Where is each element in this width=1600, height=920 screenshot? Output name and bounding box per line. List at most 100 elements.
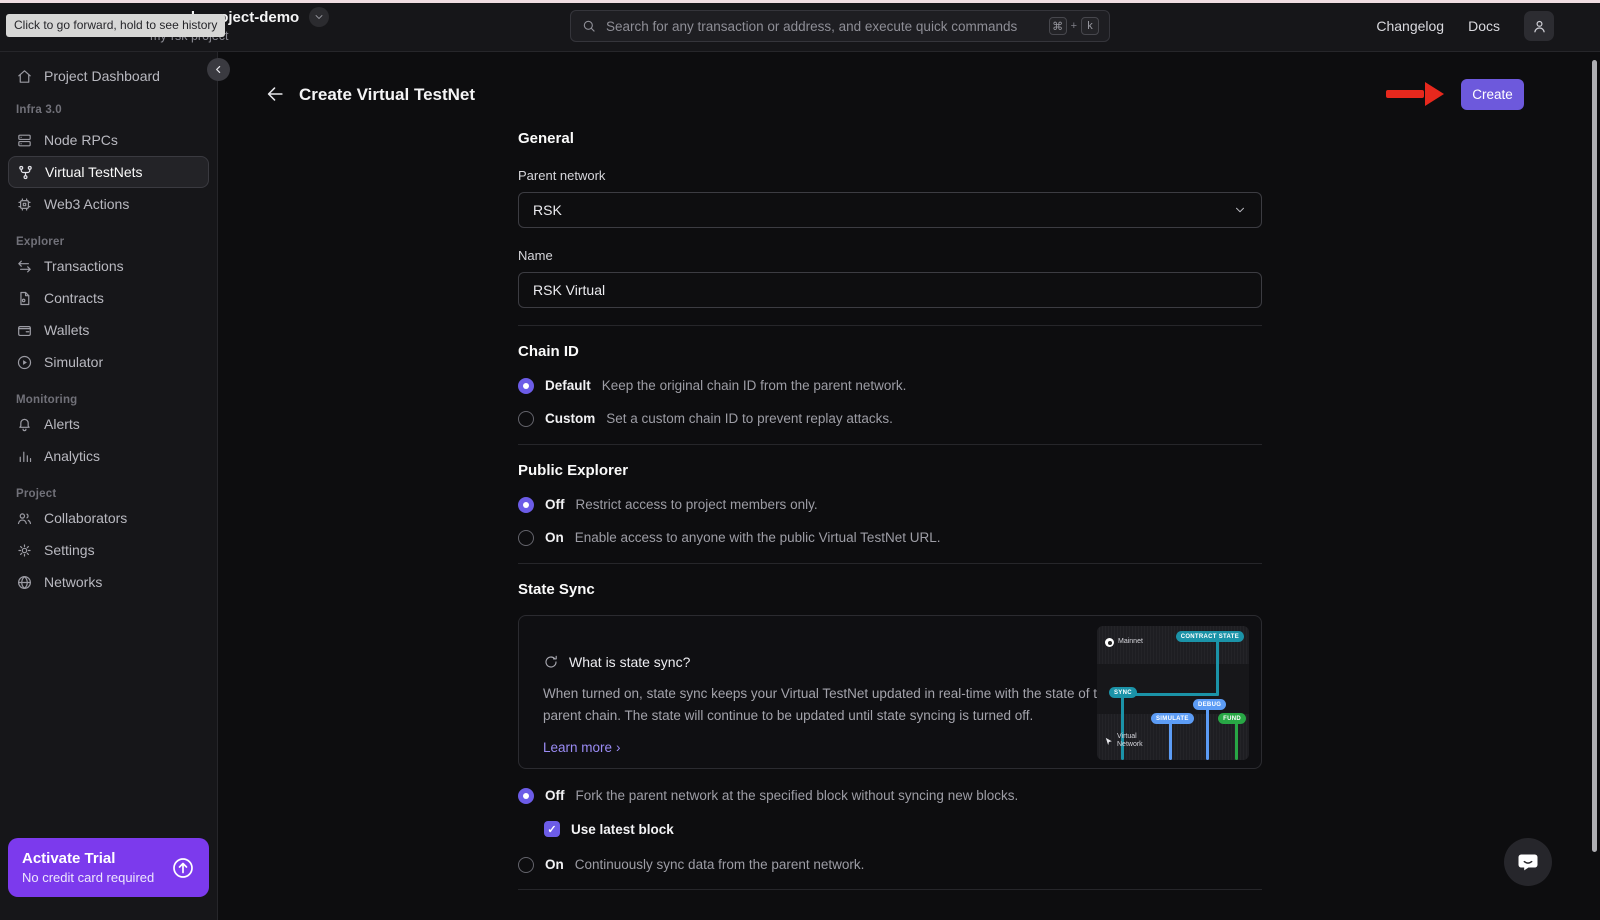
plus-sign: + bbox=[1070, 20, 1077, 32]
radio-sync-on[interactable] bbox=[518, 856, 534, 873]
people-icon bbox=[16, 510, 33, 527]
option-label: On bbox=[545, 530, 564, 545]
sidebar-item-label: Wallets bbox=[44, 322, 90, 338]
debug-badge: DEBUG bbox=[1193, 699, 1227, 710]
chat-bubble-icon bbox=[1516, 850, 1540, 874]
parent-network-select[interactable]: RSK bbox=[518, 192, 1262, 228]
state-sync-info-body: When turned on, state sync keeps your Vi… bbox=[543, 686, 1113, 723]
sidebar-item-label: Transactions bbox=[44, 258, 124, 274]
trial-subtitle: No credit card required bbox=[22, 870, 155, 885]
sidebar-item-node-rpcs[interactable]: Node RPCs bbox=[8, 124, 209, 156]
state-sync-option-on: On Continuously sync data from the paren… bbox=[518, 856, 1262, 873]
public-explorer-heading: Public Explorer bbox=[518, 462, 629, 479]
global-search[interactable]: ⌘ + k bbox=[570, 10, 1110, 42]
annotation-arrow bbox=[1386, 82, 1444, 106]
chain-id-heading: Chain ID bbox=[518, 343, 579, 360]
sidebar-item-transactions[interactable]: Transactions bbox=[8, 250, 209, 282]
refresh-icon bbox=[543, 654, 559, 670]
person-icon bbox=[1531, 18, 1548, 35]
checkbox-label: Use latest block bbox=[571, 821, 674, 837]
page-scrollbar[interactable] bbox=[1592, 60, 1597, 852]
fork-icon bbox=[17, 164, 34, 181]
radio-custom[interactable] bbox=[518, 410, 534, 427]
chevron-down-icon bbox=[1233, 203, 1247, 217]
use-latest-block-row: Use latest block bbox=[544, 820, 1262, 838]
parent-network-value: RSK bbox=[533, 202, 562, 218]
option-description: Set a custom chain ID to prevent replay … bbox=[606, 411, 893, 426]
page-title: Create Virtual TestNet bbox=[299, 85, 476, 104]
option-description: Fork the parent network at the specified… bbox=[575, 788, 1019, 803]
cursor-icon bbox=[1105, 737, 1113, 746]
browser-nav-tooltip: Click to go forward, hold to see history bbox=[6, 14, 226, 37]
option-label: Default bbox=[545, 378, 591, 393]
chip-icon bbox=[16, 196, 33, 213]
radio-explorer-on[interactable] bbox=[518, 529, 534, 546]
state-sync-option-off: Off Fork the parent network at the speci… bbox=[518, 787, 1262, 804]
sidebar-section-monitoring: Monitoring bbox=[16, 394, 78, 406]
section-divider bbox=[518, 889, 1262, 890]
sidebar-item-project-dashboard[interactable]: Project Dashboard bbox=[8, 60, 209, 92]
fund-line bbox=[1235, 722, 1238, 760]
sidebar-item-label: Settings bbox=[44, 542, 95, 558]
sidebar-item-settings[interactable]: Settings bbox=[8, 534, 209, 566]
use-latest-block-checkbox[interactable] bbox=[544, 821, 560, 837]
docs-link[interactable]: Docs bbox=[1468, 18, 1500, 34]
chevron-down-icon bbox=[313, 11, 325, 23]
sidebar-item-alerts[interactable]: Alerts bbox=[8, 408, 209, 440]
contract-state-badge: CONTRACT STATE bbox=[1175, 631, 1244, 642]
search-shortcut: ⌘ + k bbox=[1048, 17, 1099, 35]
create-testnet-form: General Parent network RSK Name Chain ID… bbox=[518, 130, 1262, 890]
project-chevron-button[interactable] bbox=[309, 7, 330, 27]
option-label: Off bbox=[545, 788, 565, 803]
wallet-icon bbox=[16, 322, 33, 339]
mainnet-node: Mainnet bbox=[1105, 638, 1143, 647]
virtual-network-label: Virtual Network bbox=[1117, 732, 1143, 749]
sidebar-collapse-button[interactable] bbox=[207, 58, 230, 81]
sync-badge: SYNC bbox=[1109, 687, 1137, 698]
home-icon bbox=[16, 68, 33, 85]
simulate-badge: SIMULATE bbox=[1151, 713, 1194, 724]
mainnet-icon bbox=[1105, 638, 1114, 647]
radio-explorer-off[interactable] bbox=[518, 496, 534, 513]
public-explorer-option-off: Off Restrict access to project members o… bbox=[518, 496, 1262, 513]
sidebar-item-simulator[interactable]: Simulator bbox=[8, 346, 209, 378]
name-label: Name bbox=[518, 248, 553, 263]
arrow-up-circle-icon bbox=[171, 856, 195, 880]
learn-more-label: Learn more bbox=[543, 740, 613, 756]
changelog-link[interactable]: Changelog bbox=[1376, 18, 1445, 34]
sidebar-item-web3-actions[interactable]: Web3 Actions bbox=[8, 188, 209, 220]
gear-icon bbox=[16, 542, 33, 559]
bell-icon bbox=[16, 416, 33, 433]
sidebar-item-wallets[interactable]: Wallets bbox=[8, 314, 209, 346]
public-explorer-option-on: On Enable access to anyone with the publ… bbox=[518, 529, 1262, 546]
sidebar-item-analytics[interactable]: Analytics bbox=[8, 440, 209, 472]
option-description: Keep the original chain ID from the pare… bbox=[601, 378, 907, 393]
user-menu-button[interactable] bbox=[1524, 11, 1554, 41]
sidebar-item-label: Simulator bbox=[44, 354, 104, 370]
swap-arrows-icon bbox=[16, 258, 33, 275]
sync-elbow-line bbox=[1123, 693, 1219, 696]
cmd-key: ⌘ bbox=[1048, 17, 1067, 35]
radio-sync-off[interactable] bbox=[518, 787, 534, 804]
state-sync-diagram: CONTRACT STATE SYNC SIMULATE DEBUG FUND … bbox=[1097, 626, 1249, 760]
create-button[interactable]: Create bbox=[1461, 79, 1524, 110]
sidebar-item-label: Virtual TestNets bbox=[45, 164, 143, 180]
sidebar-item-contracts[interactable]: Contracts bbox=[8, 282, 209, 314]
chat-widget-button[interactable] bbox=[1504, 838, 1552, 886]
bar-chart-icon bbox=[16, 448, 33, 465]
name-field-wrap bbox=[518, 272, 1262, 308]
back-button[interactable] bbox=[264, 83, 288, 107]
learn-more-link[interactable]: Learn more › bbox=[543, 740, 621, 755]
name-input[interactable] bbox=[533, 282, 1247, 298]
activate-trial-banner[interactable]: Activate Trial No credit card required bbox=[8, 838, 209, 897]
sidebar-item-virtual-testnets[interactable]: Virtual TestNets bbox=[8, 156, 209, 188]
sidebar-item-networks[interactable]: Networks bbox=[8, 566, 209, 598]
sidebar-item-collaborators[interactable]: Collaborators bbox=[8, 502, 209, 534]
k-key: k bbox=[1081, 17, 1099, 35]
state-sync-info-title: What is state sync? bbox=[569, 654, 691, 670]
option-description: Restrict access to project members only. bbox=[575, 497, 818, 512]
search-input[interactable] bbox=[606, 18, 1040, 34]
sidebar-item-label: Node RPCs bbox=[44, 132, 118, 148]
radio-default[interactable] bbox=[518, 377, 534, 394]
trial-title: Activate Trial bbox=[22, 850, 116, 867]
